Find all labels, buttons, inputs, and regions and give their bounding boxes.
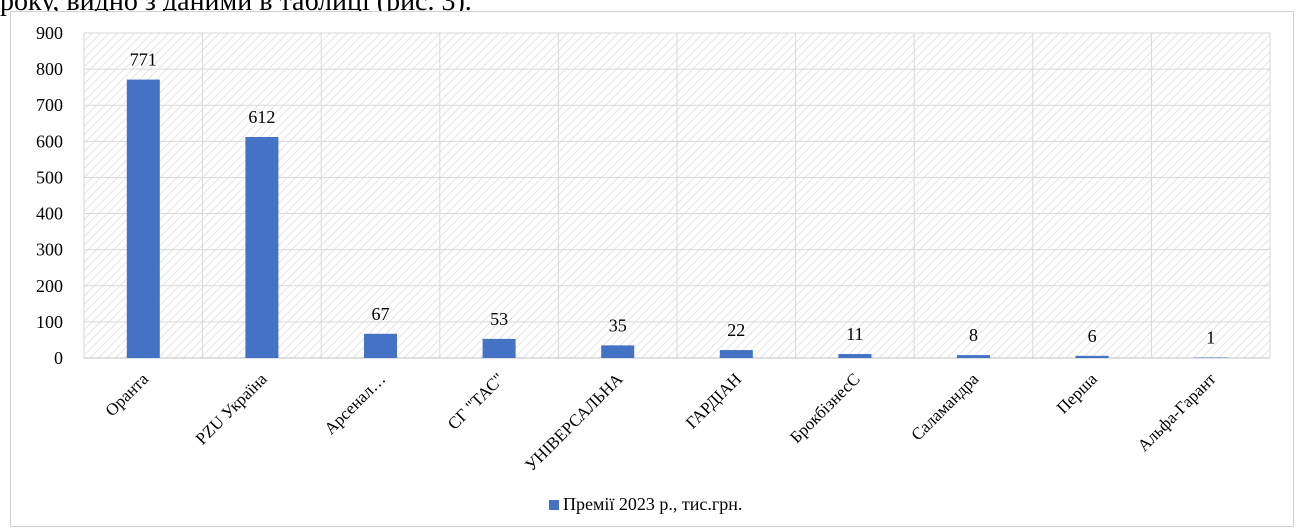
- x-tick-label: Арсенал…: [320, 369, 389, 438]
- bar-data-label: 22: [727, 320, 745, 340]
- bar: [601, 345, 635, 358]
- bar: [245, 137, 279, 358]
- bar-data-label: 67: [372, 304, 390, 324]
- bar: [482, 338, 516, 358]
- y-tick-label: 400: [36, 204, 63, 224]
- bar-data-label: 11: [846, 324, 863, 344]
- x-tick-label: Перша: [1053, 369, 1101, 417]
- y-tick-label: 900: [36, 23, 63, 43]
- bar: [1194, 357, 1228, 358]
- y-tick-label: 300: [36, 240, 63, 260]
- x-tick-label: PZU Україна: [192, 369, 271, 448]
- x-axis-ticks: Оранта PZU Україна Арсенал… СГ "ТАС" УНІВЕРС…: [101, 369, 1219, 475]
- y-tick-label: 500: [36, 167, 63, 187]
- bar-data-label: 53: [490, 309, 508, 329]
- y-tick-label: 700: [36, 95, 63, 115]
- bar: [364, 333, 397, 358]
- gridlines: [83, 32, 1271, 359]
- bar: [838, 354, 872, 358]
- x-tick-label: Альфа-Гарант: [1134, 369, 1220, 455]
- bar-data-label: 8: [969, 325, 978, 345]
- x-tick-label: ГАРДІАН: [682, 369, 745, 432]
- y-tick-label: 600: [36, 131, 63, 151]
- legend: Премії 2023 р., тис.грн.: [549, 494, 742, 514]
- y-tick-label: 800: [36, 59, 63, 79]
- x-tick-label: Саламандра: [907, 369, 982, 444]
- y-tick-label: 200: [36, 276, 63, 296]
- bar-chart: 771 612 67 53 35 22 11 8 6 1 0 100 200 300 400 500 600 7…: [36, 23, 1271, 514]
- x-tick-label: УНІВЕРСАЛЬНА: [521, 369, 627, 475]
- bar-data-label: 1: [1206, 328, 1215, 348]
- x-tick-label: Оранта: [101, 369, 152, 420]
- y-tick-label: 0: [54, 348, 63, 368]
- bar: [126, 79, 160, 358]
- bar-data-label: 612: [248, 107, 275, 127]
- bar-data-label: 771: [130, 50, 157, 70]
- y-tick-label: 100: [36, 312, 63, 332]
- data-labels: 771 612 67 53 35 22 11 8 6 1: [130, 50, 1215, 348]
- x-tick-label: СГ "ТАС": [444, 369, 508, 433]
- chart-frame: 771 612 67 53 35 22 11 8 6 1 0 100 200 300 400 500 600 7…: [10, 11, 1294, 527]
- legend-label: Премії 2023 р., тис.грн.: [563, 494, 742, 514]
- bar: [719, 350, 753, 358]
- bar: [957, 355, 990, 358]
- bars: [126, 79, 1228, 358]
- bar: [1075, 355, 1109, 358]
- x-tick-label: БрокбізнесС: [786, 369, 864, 447]
- bar-data-label: 6: [1088, 326, 1097, 346]
- y-axis-ticks: 0 100 200 300 400 500 600 700 800 900: [36, 23, 63, 368]
- legend-swatch: [549, 500, 559, 510]
- bar-data-label: 35: [609, 315, 627, 335]
